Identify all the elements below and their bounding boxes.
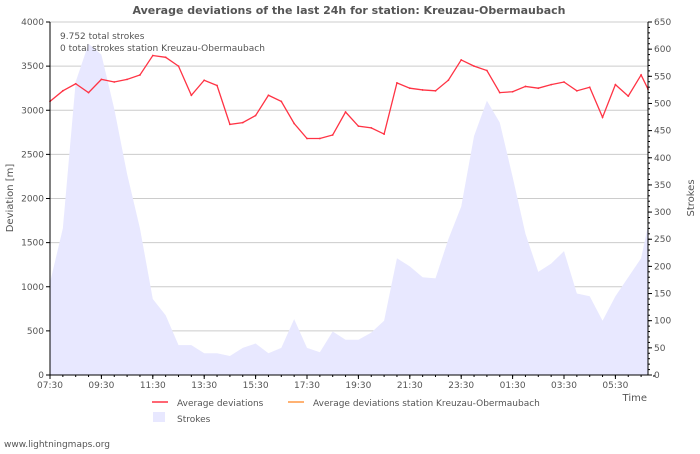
avg-deviation-point (61, 89, 64, 92)
avg-deviation-point (139, 74, 141, 76)
x-tick-label: 13:30 (191, 381, 217, 391)
y2-tick-label: 450 (654, 127, 671, 137)
x-tick-label: 07:30 (37, 381, 63, 391)
avg-deviation-point (87, 91, 90, 94)
x-tick-label: 21:30 (397, 381, 423, 391)
y2-tick-label: 100 (654, 317, 671, 327)
y-tick-label: 3500 (21, 62, 44, 72)
avg-deviation-point (396, 81, 398, 84)
avg-deviation-point (627, 95, 630, 98)
avg-deviation-point (357, 125, 360, 128)
avg-deviation-point (318, 137, 321, 140)
x-tick-label: 09:30 (88, 381, 114, 391)
x-tick-label: 17:30 (294, 381, 320, 391)
x-tick-label: 23:30 (448, 381, 474, 391)
y-tick-label: 2500 (21, 150, 44, 160)
avg-deviation-point (408, 87, 411, 90)
y2-tick-label: 400 (654, 154, 671, 164)
avg-deviation-point (537, 87, 540, 90)
legend-station[interactable]: Average deviations station Kreuzau-Oberm… (313, 399, 540, 409)
avg-deviation-point (524, 85, 527, 88)
x-tick-label: 03:30 (551, 381, 577, 391)
avg-deviation-point (100, 78, 103, 81)
avg-deviation-point (601, 116, 604, 119)
avg-deviation-point (267, 94, 270, 97)
y2-tick-label: 600 (654, 45, 671, 55)
avg-deviation-point (588, 86, 591, 89)
y-axis-label: Deviation [m] (5, 164, 16, 233)
y-tick-label: 1500 (21, 239, 44, 249)
avg-deviation-point (190, 94, 193, 97)
avg-deviation-point (126, 78, 128, 81)
avg-deviation-point (563, 81, 565, 83)
avg-deviation-point (383, 133, 385, 135)
y2-tick-label: 350 (654, 181, 671, 191)
avg-deviation-point (74, 82, 77, 85)
avg-deviation-point (216, 84, 218, 87)
avg-deviation-point (229, 123, 231, 126)
strokes-area (50, 43, 648, 375)
y2-tick-label: 250 (654, 235, 671, 245)
y-tick-label: 3000 (21, 106, 44, 116)
avg-deviation-point (113, 81, 116, 83)
avg-deviation-point (550, 83, 553, 86)
avg-deviation-point (614, 83, 617, 86)
y-tick-label: 4000 (21, 18, 44, 28)
y2-tick-label: 50 (654, 344, 666, 354)
avg-deviation-line (49, 54, 649, 140)
chart-title: Average deviations of the last 24h for s… (132, 4, 565, 17)
annotation-station-strokes: 0 total strokes station Kreuzau-Obermaub… (60, 44, 265, 54)
avg-deviation-point (344, 111, 347, 113)
x-tick-label: 01:30 (500, 381, 526, 391)
avg-deviation-point (306, 137, 308, 140)
x-tick-label: 19:30 (345, 381, 371, 391)
legend-strokes[interactable]: Strokes (177, 415, 211, 425)
avg-deviation-point (280, 100, 283, 103)
avg-deviation-point (511, 90, 514, 93)
y2-tick-label: 300 (654, 208, 671, 218)
y2-tick-label: 200 (654, 262, 671, 272)
avg-deviation-point (241, 121, 244, 124)
avg-deviation-point (203, 79, 206, 82)
avg-deviation-point (331, 134, 334, 136)
avg-deviation-point (434, 89, 437, 92)
avg-deviation-point (460, 59, 463, 61)
y2-tick-label: 0 (654, 371, 660, 381)
avg-deviation-point (447, 79, 450, 82)
y2-tick-label: 550 (654, 72, 671, 82)
avg-deviation-point (151, 54, 154, 57)
x-tick-label: 15:30 (243, 381, 269, 391)
annotation-total-strokes: 9.752 total strokes (60, 32, 145, 42)
y2-tick-label: 150 (654, 290, 671, 300)
avg-deviation-point (486, 69, 488, 72)
legend-avg[interactable]: Average deviations (177, 399, 264, 409)
y2-axis-label: Strokes (686, 179, 697, 216)
legend-swatch-strokes (153, 412, 165, 422)
x-axis-label: Time (622, 393, 647, 404)
x-tick-label: 11:30 (140, 381, 166, 391)
avg-deviation-point (473, 65, 475, 68)
avg-deviation-point (640, 74, 642, 76)
avg-deviation-point (421, 89, 424, 91)
y2-tick-label: 500 (654, 99, 671, 109)
x-tick-label: 05:30 (602, 381, 628, 391)
y-tick-label: 0 (38, 371, 44, 381)
avg-deviation-point (254, 114, 257, 117)
avg-deviation-point (293, 122, 296, 125)
y2-tick-label: 650 (654, 18, 671, 28)
avg-deviation-point (177, 65, 180, 68)
avg-deviation-point (370, 127, 373, 129)
avg-deviation-point (498, 91, 501, 94)
y-tick-label: 500 (27, 327, 44, 337)
y-tick-label: 1000 (21, 283, 44, 293)
y-tick-label: 2000 (21, 195, 44, 205)
avg-deviation-point (575, 89, 578, 92)
avg-deviation-point (164, 56, 167, 59)
footer-credit: www.lightningmaps.org (4, 440, 110, 450)
